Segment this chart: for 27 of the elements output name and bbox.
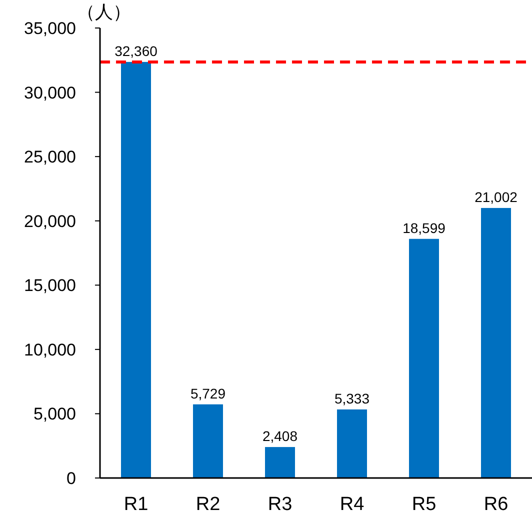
y-tick-label: 25,000 — [24, 148, 76, 167]
bar — [265, 447, 295, 478]
bar — [409, 238, 439, 478]
x-tick-label: R4 — [340, 494, 365, 515]
x-tick-label: R5 — [412, 494, 436, 515]
data-label: 5,729 — [190, 385, 226, 402]
x-tick-label: R3 — [268, 494, 292, 515]
bar — [193, 404, 223, 478]
data-label: 5,333 — [334, 390, 370, 406]
bar — [337, 409, 367, 478]
data-label: 2,408 — [262, 428, 298, 444]
bar — [481, 208, 511, 478]
data-label: 21,002 — [474, 188, 518, 205]
y-tick-label: 0 — [66, 469, 76, 488]
x-tick-label: R2 — [196, 494, 220, 515]
y-tick-label: 35,000 — [24, 19, 76, 38]
data-label: 18,599 — [402, 220, 446, 236]
x-tick-label: R1 — [124, 494, 148, 515]
y-tick-label: 15,000 — [24, 276, 76, 296]
y-tick-label: 30,000 — [24, 83, 76, 102]
y-tick-label: 5,000 — [33, 404, 76, 424]
x-tick-label: R6 — [484, 494, 508, 515]
y-axis-title: （人） — [77, 2, 131, 22]
y-tick-label: 20,000 — [24, 212, 76, 231]
data-label: 32,360 — [114, 42, 158, 59]
bar — [121, 62, 151, 478]
y-tick-label: 10,000 — [24, 340, 76, 360]
